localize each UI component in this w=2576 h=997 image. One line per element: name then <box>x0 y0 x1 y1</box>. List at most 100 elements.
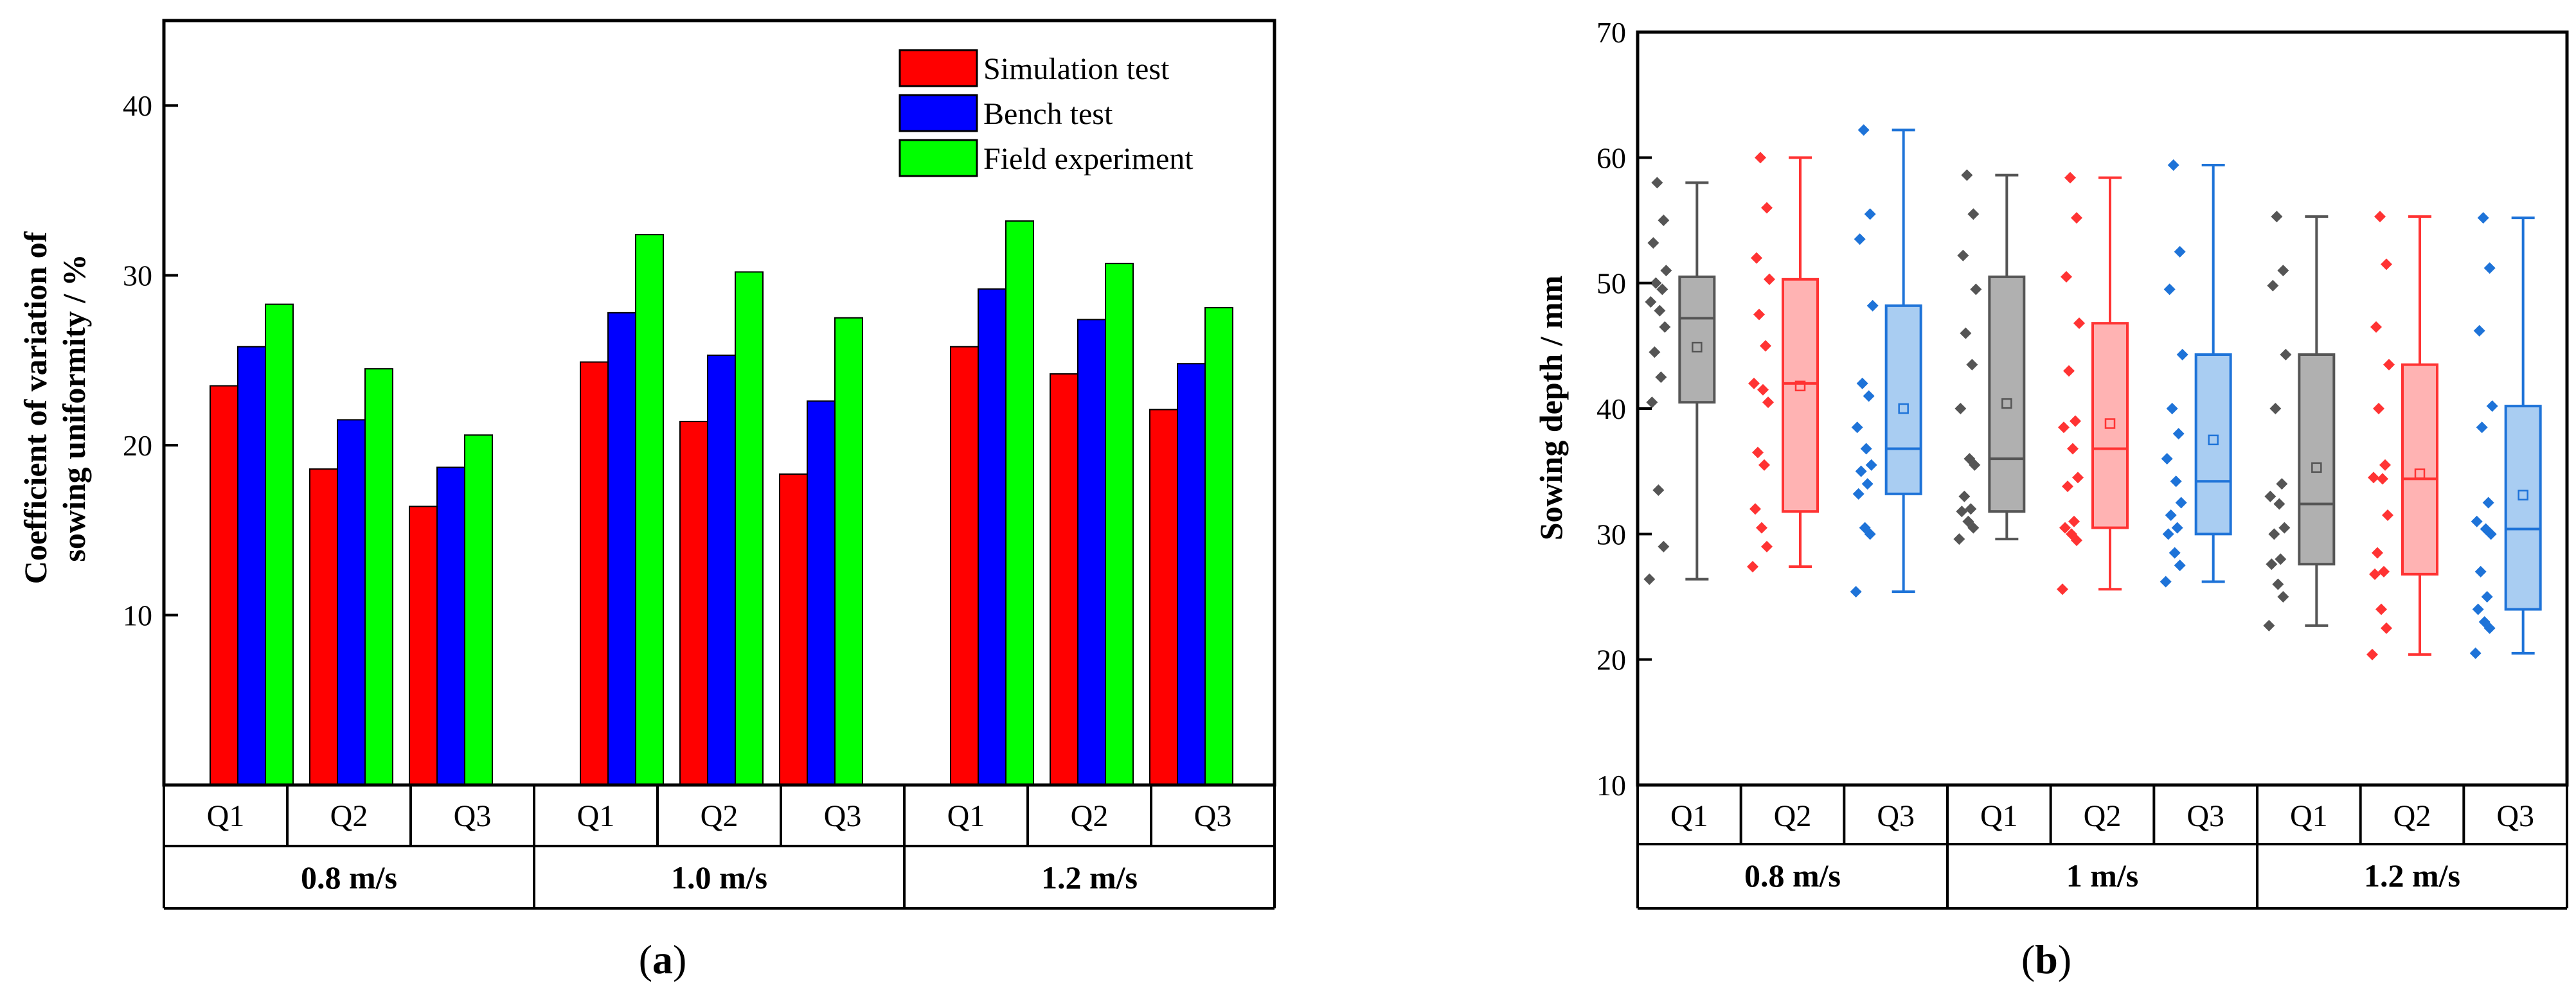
data-point <box>2174 560 2186 572</box>
bar <box>950 346 979 786</box>
data-point <box>1966 358 1978 371</box>
data-point <box>2382 509 2393 522</box>
data-point <box>1751 252 1762 264</box>
y-tick-label: 10 <box>123 599 152 632</box>
data-point <box>1660 265 1672 277</box>
category-label: Q3 <box>824 799 862 833</box>
data-point <box>1857 124 1870 136</box>
data-point <box>2172 428 2185 440</box>
bar <box>309 468 338 786</box>
group-label: 1.2 m/s <box>1041 860 1138 896</box>
bar <box>464 434 493 786</box>
panel-label-b: (b) <box>2021 937 2071 982</box>
data-point <box>1958 490 1971 502</box>
data-point <box>1850 586 1862 598</box>
data-point <box>1652 484 1665 496</box>
bar <box>779 473 808 786</box>
data-point <box>2381 258 2392 270</box>
data-point <box>1864 528 1876 540</box>
data-point <box>2071 212 2082 224</box>
box <box>2091 322 2129 529</box>
data-point <box>2278 522 2291 534</box>
category-axis-a: Q1 Q2 Q3 0.8 m/s Q1 Q2 Q3 1.0 m/s Q1 Q2 Q3 1.2 m/s <box>163 785 1276 910</box>
data-point <box>1658 215 1670 226</box>
legend-a: Simulation test Bench test Field experimen… <box>899 49 1194 177</box>
data-point <box>1645 296 1657 308</box>
y-axis-ticks-b: 10 20 30 40 50 60 70 <box>1597 16 1652 802</box>
data-point <box>2277 591 2289 603</box>
data-point <box>1758 459 1770 471</box>
bar <box>364 368 393 786</box>
category-label: Q2 <box>701 799 738 833</box>
data-point <box>2473 324 2485 337</box>
y-tick-label: 50 <box>1597 267 1626 300</box>
data-point <box>1969 459 1981 471</box>
y-tick-label: 20 <box>123 429 152 462</box>
data-point <box>1960 327 1972 339</box>
y-tick-label: 10 <box>1597 769 1626 802</box>
data-point <box>2366 648 2378 660</box>
data-point <box>2063 365 2075 377</box>
data-point <box>1855 465 1867 477</box>
data-point <box>1650 277 1662 289</box>
y-tick-label: 40 <box>123 89 152 122</box>
data-point <box>2175 497 2187 509</box>
data-point <box>2271 211 2283 223</box>
legend-label: Field experiment <box>983 142 1194 176</box>
data-point <box>2377 473 2388 485</box>
category-label: Q1 <box>207 799 245 833</box>
data-point <box>1643 573 1656 585</box>
bar <box>807 400 836 786</box>
legend-swatch <box>899 94 978 132</box>
data-point <box>2170 475 2182 488</box>
data-point <box>2476 421 2488 434</box>
box-mean <box>1794 380 1806 392</box>
data-point <box>1956 506 1968 518</box>
data-point <box>2268 528 2280 540</box>
data-point <box>2368 472 2379 484</box>
data-point <box>1851 421 1863 434</box>
data-point <box>1863 390 1875 402</box>
data-point <box>1970 283 1982 296</box>
data-point <box>2162 528 2174 540</box>
data-point <box>2161 453 2173 465</box>
data-point <box>2067 443 2079 455</box>
group-label: 0.8 m/s <box>301 860 397 896</box>
data-point <box>2160 576 2172 588</box>
category-label: Q2 <box>2084 799 2122 833</box>
data-point <box>1967 208 1980 220</box>
data-point <box>1646 396 1658 409</box>
bar <box>834 317 863 786</box>
bar <box>337 419 366 786</box>
data-point <box>2058 421 2070 434</box>
bar <box>607 312 636 786</box>
bar <box>1204 306 1233 786</box>
data-point <box>2378 565 2390 578</box>
data-point <box>1852 488 1865 500</box>
category-label: Q1 <box>1670 799 1708 833</box>
data-point <box>2072 472 2084 484</box>
category-label: Q3 <box>2496 799 2534 833</box>
data-point <box>2383 358 2395 371</box>
data-point <box>1967 522 1980 534</box>
box <box>1884 304 1922 495</box>
bar <box>707 354 736 786</box>
data-point <box>2171 522 2183 534</box>
y-tick-label: 40 <box>1597 393 1626 425</box>
data-point <box>1761 540 1773 552</box>
bar <box>1050 373 1078 786</box>
group-label: 0.8 m/s <box>1744 858 1841 894</box>
bar <box>210 385 238 786</box>
bar <box>265 303 294 786</box>
data-point <box>1755 152 1766 164</box>
data-point <box>2469 647 2482 659</box>
legend-label: Simulation test <box>983 52 1170 86</box>
data-point <box>2166 403 2178 414</box>
data-point <box>1762 396 1774 409</box>
bar <box>735 271 764 786</box>
data-point <box>1961 169 1973 181</box>
legend-swatch <box>899 49 978 87</box>
data-point <box>1656 283 1668 296</box>
data-point <box>1654 304 1666 317</box>
bar <box>635 234 664 786</box>
